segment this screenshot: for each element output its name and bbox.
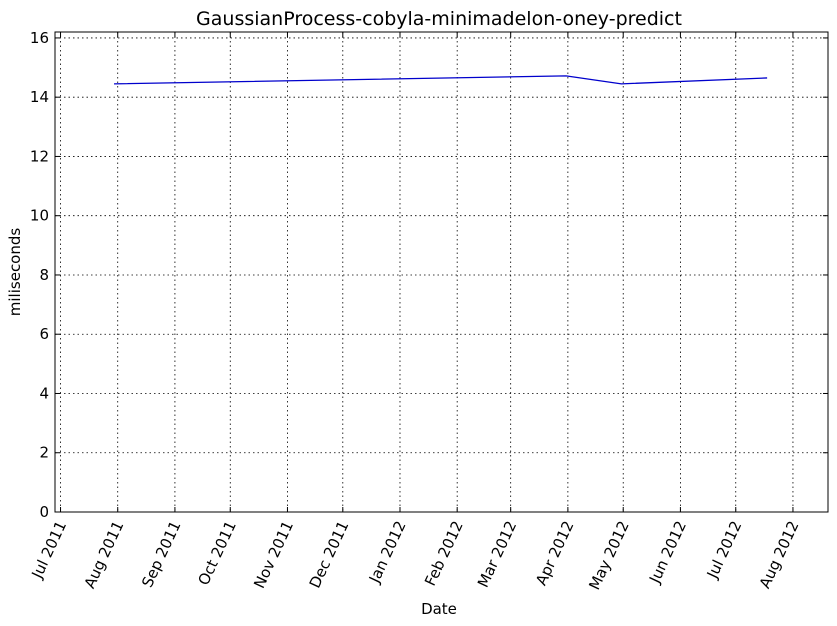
x-tick-label: Feb 2012 [421,518,467,589]
x-tick-label: Jan 2012 [365,518,410,586]
y-tick-label: 14 [30,88,49,106]
x-tick-label: Jul 2012 [703,518,746,582]
x-tick-label: Aug 2011 [81,518,128,591]
series-line [114,75,768,85]
x-axis: Jul 2011 Aug 2011 Sep 2011 Oct 2011 Nov 2011… [28,32,803,593]
x-tick-label: Nov 2011 [250,518,297,591]
y-tick-label: 10 [30,207,49,225]
y-tick-label: 2 [39,444,49,462]
grid-layer [55,32,828,513]
y-axis: 0 2 4 6 8 10 12 14 16 [30,29,828,521]
y-tick-label: 6 [39,325,49,343]
x-tick-label: Sep 2011 [138,518,184,590]
x-tick-label: Jun 2012 [645,518,690,587]
x-tick-label: May 2012 [585,518,633,593]
series-layer [114,75,768,85]
y-tick-label: 0 [39,503,49,521]
x-tick-label: Oct 2011 [194,518,239,588]
y-tick-label: 8 [39,266,49,284]
y-tick-label: 16 [30,29,49,47]
x-tick-label: Aug 2012 [756,518,803,591]
chart-title: GaussianProcess-cobyla-minimadelon-oney-… [196,8,682,30]
x-tick-label: Mar 2012 [474,518,520,590]
x-axis-label: Date [421,600,457,618]
x-tick-label: Dec 2011 [306,518,353,591]
x-tick-label: Apr 2012 [532,518,577,588]
x-tick-label: Jul 2011 [28,518,71,582]
y-tick-label: 4 [39,384,49,402]
plot-frame [54,31,829,513]
y-axis-label: miliseconds [6,228,24,317]
y-tick-label: 12 [30,147,49,165]
